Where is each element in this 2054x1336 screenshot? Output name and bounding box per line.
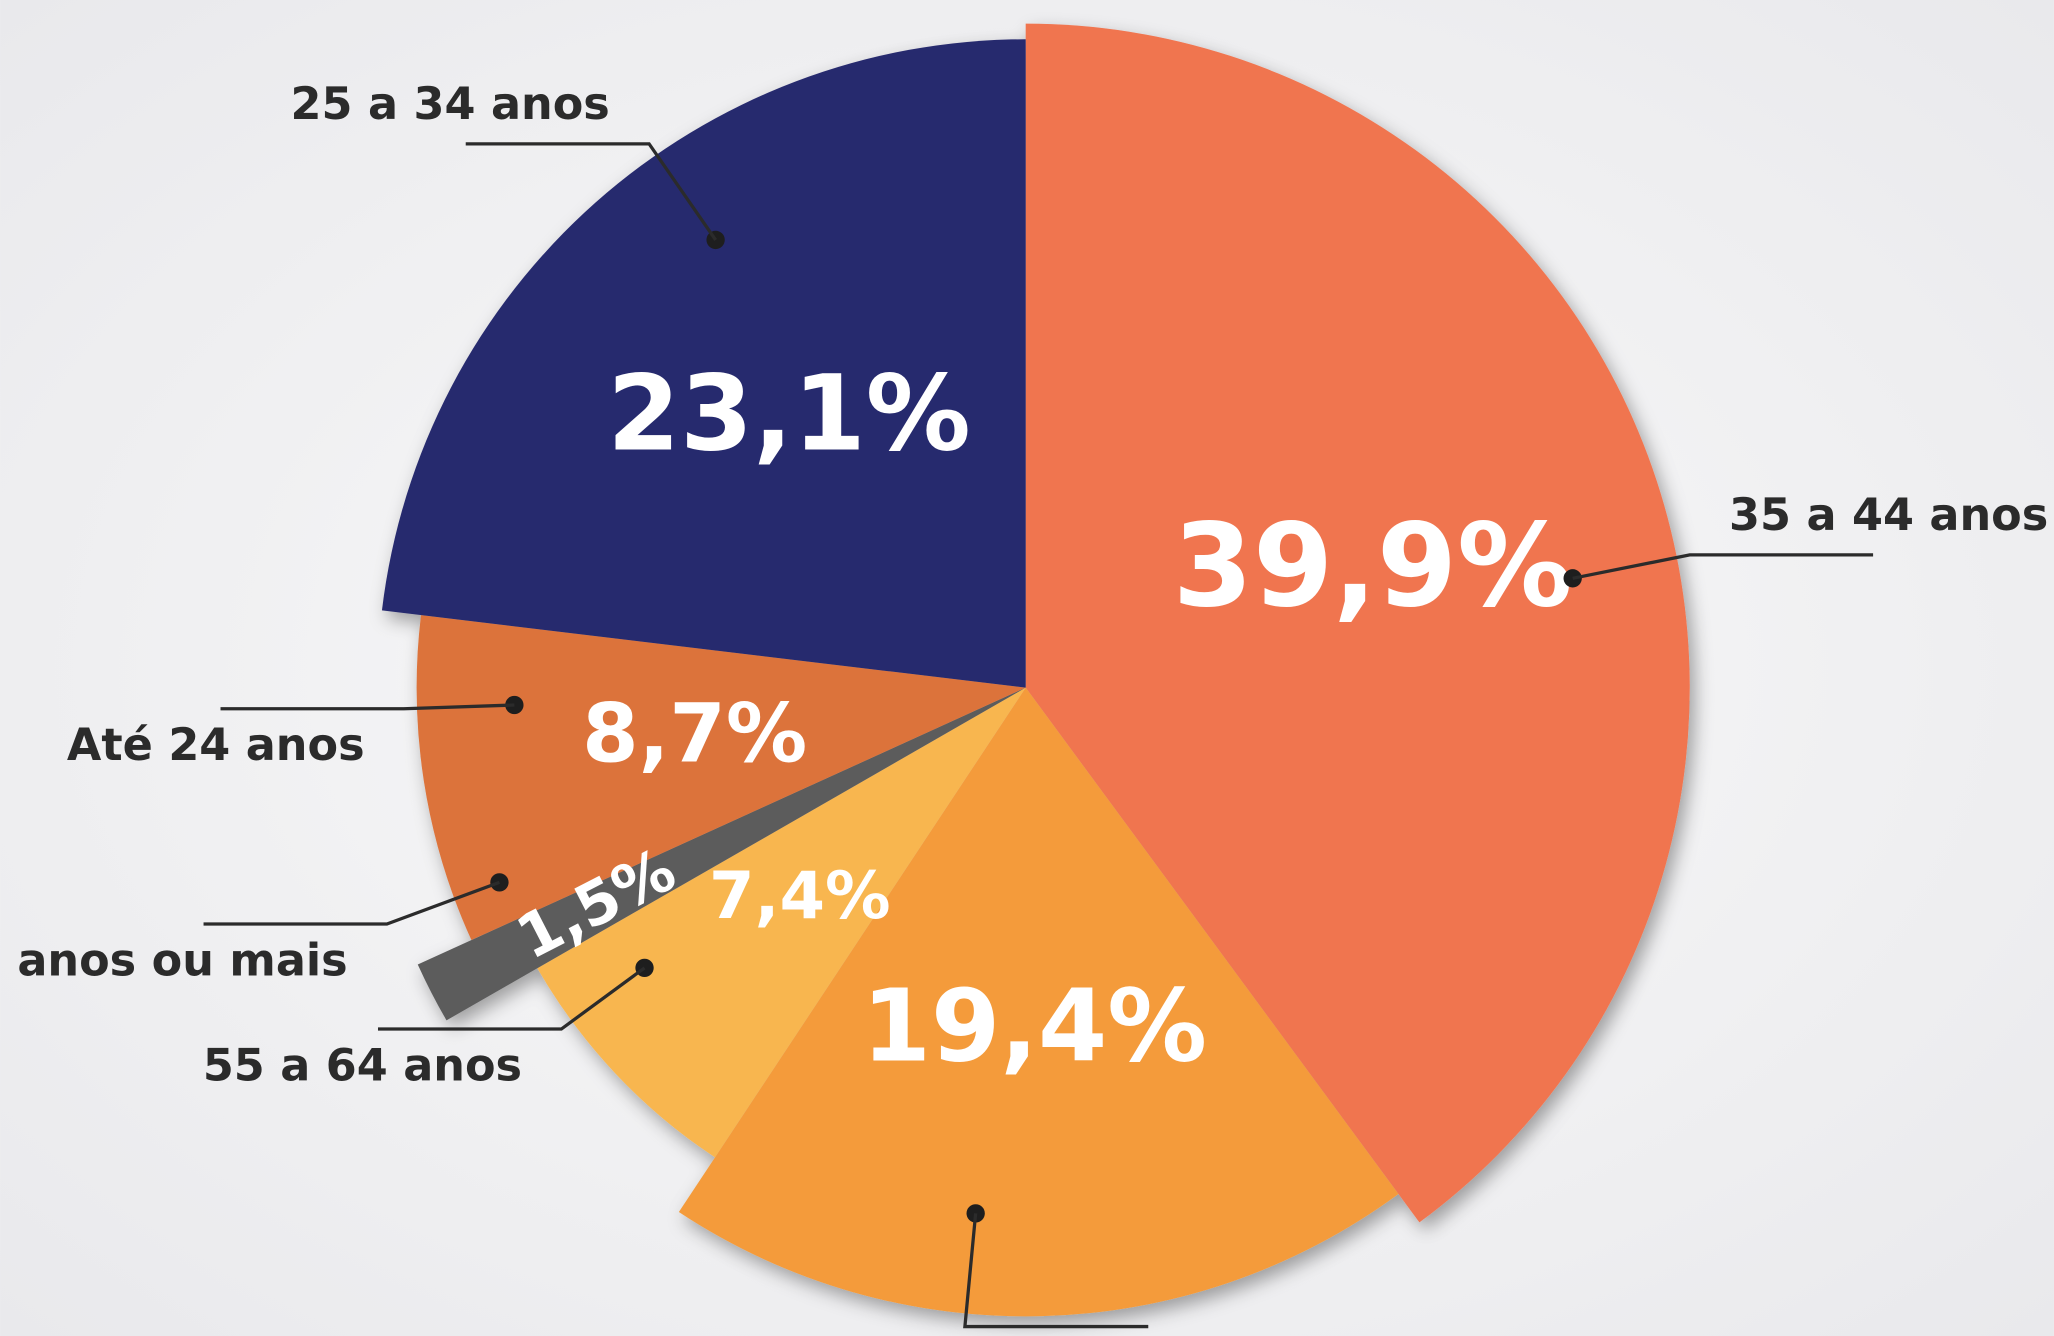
category-label: 65 anos ou mais <box>0 934 348 986</box>
pie-slice <box>416 615 1026 941</box>
category-label: Até 24 anos <box>67 719 365 771</box>
leader-line <box>1572 553 1874 580</box>
value-label: 23,1% <box>607 353 970 475</box>
category-label: 25 a 34 anos <box>291 78 610 130</box>
leader-line <box>220 703 515 711</box>
category-label: 35 a 44 anos <box>1729 489 2048 541</box>
value-label: 7,4% <box>709 858 891 934</box>
leader-line <box>203 880 501 926</box>
value-label: 39,9% <box>1173 499 1573 633</box>
pie-slice <box>417 687 1026 1021</box>
value-label: 19,4% <box>862 970 1207 1085</box>
pie-slice <box>381 39 1026 688</box>
pie-slice <box>537 687 1026 1158</box>
category-label: 55 a 64 anos <box>203 1039 522 1091</box>
leader-line <box>377 966 646 1031</box>
leader-line <box>465 142 717 241</box>
leader-dot <box>966 1204 985 1223</box>
slices <box>381 23 1690 1317</box>
leader-line <box>963 1213 1149 1329</box>
pie-slice <box>678 687 1399 1317</box>
pie-slice <box>1025 23 1690 1223</box>
value-label: 8,7% <box>582 687 807 781</box>
